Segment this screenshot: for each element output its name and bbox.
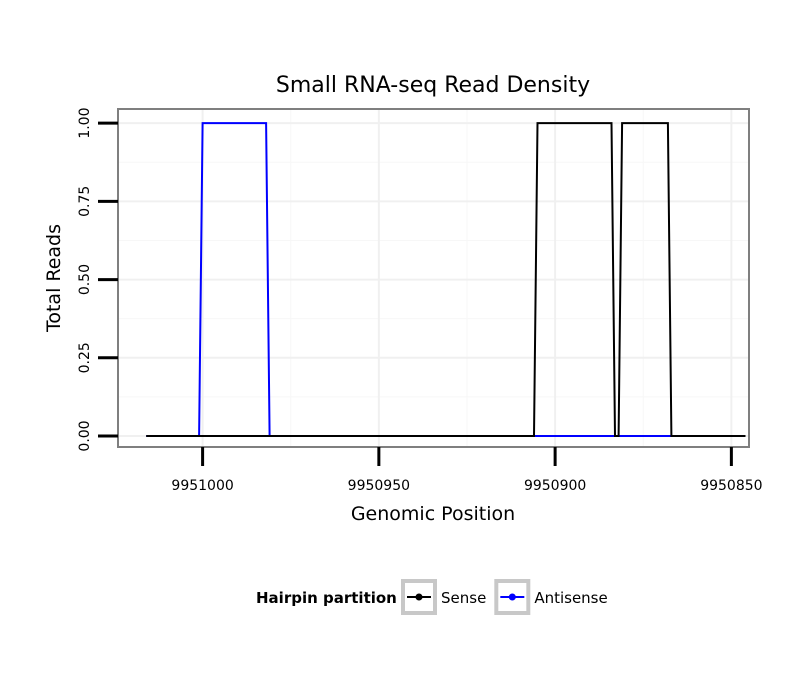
legend-key-point bbox=[415, 593, 423, 601]
legend: Hairpin partition Sense Antisense bbox=[256, 579, 608, 615]
minor-gridlines bbox=[118, 109, 749, 447]
y-tick-label: 0.50 bbox=[77, 264, 93, 295]
plot-panel-border bbox=[117, 108, 750, 448]
legend-key-point bbox=[508, 593, 516, 601]
x-tick-label: 9950950 bbox=[348, 478, 410, 494]
x-tick-label: 9950850 bbox=[700, 478, 762, 494]
legend-title: Hairpin partition bbox=[256, 589, 397, 607]
y-tick-label: 0.00 bbox=[77, 420, 93, 451]
series-layer bbox=[146, 122, 746, 437]
y-axis: 0.00 0.25 0.50 0.75 1.00 bbox=[77, 108, 118, 452]
x-axis: 9951000 9950950 9950900 9950850 bbox=[171, 447, 763, 494]
y-axis-title: Total Reads bbox=[43, 224, 65, 333]
legend-label: Sense bbox=[441, 589, 486, 607]
legend-label: Antisense bbox=[534, 589, 607, 607]
plot-panel-background bbox=[118, 109, 749, 447]
y-tick-label: 1.00 bbox=[77, 108, 93, 139]
chart-title: Small RNA-seq Read Density bbox=[276, 73, 590, 98]
y-tick-label: 0.75 bbox=[77, 186, 93, 217]
x-tick-label: 9950900 bbox=[524, 478, 586, 494]
x-axis-title: Genomic Position bbox=[351, 503, 515, 525]
plot-panel bbox=[117, 108, 750, 448]
x-tick-label: 9951000 bbox=[171, 478, 233, 494]
y-tick-label: 0.25 bbox=[77, 342, 93, 373]
series-line-sense bbox=[146, 122, 746, 437]
legend-items: Sense Antisense bbox=[401, 579, 608, 615]
legend-item-sense: Sense bbox=[401, 579, 486, 615]
legend-item-antisense: Antisense bbox=[494, 579, 608, 615]
